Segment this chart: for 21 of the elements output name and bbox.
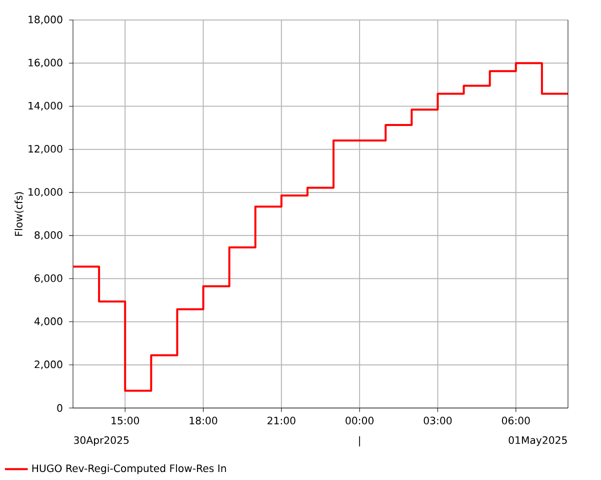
y-tick-label: 14,000	[28, 102, 62, 111]
y-tick-label: 2,000	[34, 360, 62, 370]
text: 01May2025	[508, 436, 567, 446]
y-tick-label: 4,000	[34, 317, 62, 326]
y-tick-label: 10,000	[28, 188, 62, 197]
x-tick-label: 18:00	[190, 416, 218, 424]
y-tick-label: 8,000	[34, 231, 62, 240]
legend-label: HUGO Rev-Regi-Computed Flow-Res In	[32, 464, 226, 474]
text: 30Apr2025	[74, 436, 129, 446]
x-tick-label: 06:00	[502, 416, 530, 424]
x-tick-label: 03:00	[424, 416, 452, 424]
y-tick-label: 18,000	[28, 16, 62, 24]
y-tick-label: 16,000	[28, 58, 62, 68]
text: |	[359, 436, 360, 446]
x-tick-label: 21:00	[268, 416, 296, 424]
y-tick-label: 6,000	[34, 274, 62, 284]
x-tick-label: 00:00	[346, 416, 374, 424]
y-tick-label: 12,000	[28, 144, 62, 154]
y-tick-label: 0	[57, 404, 62, 412]
x-tick-label: 15:00	[112, 416, 140, 424]
y-axis-title: Flow(cfs)	[14, 192, 24, 236]
